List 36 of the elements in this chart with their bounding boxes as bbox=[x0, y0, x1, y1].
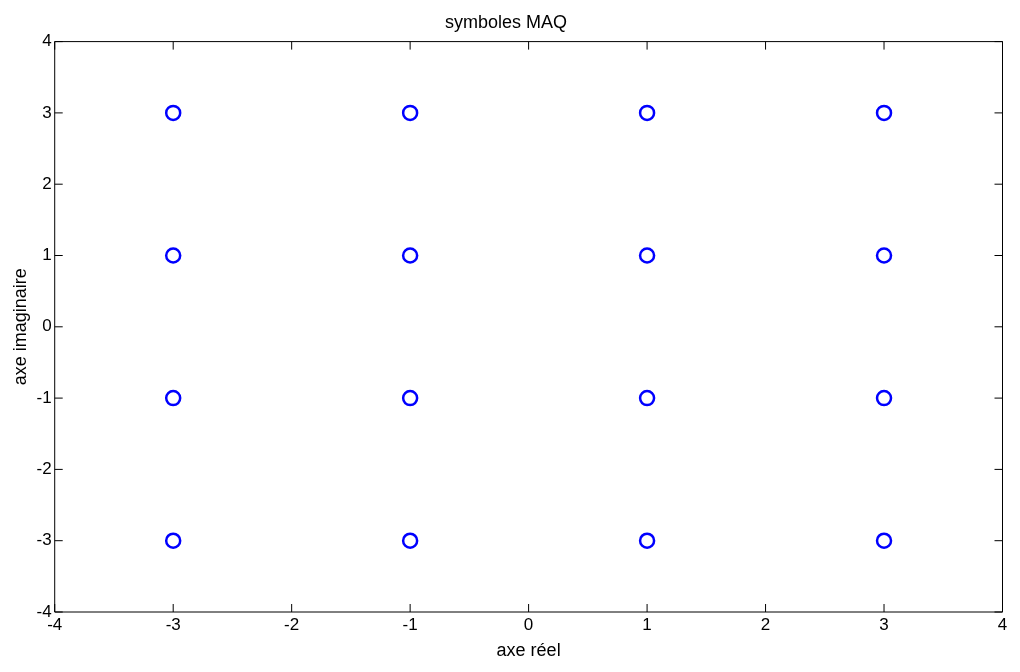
point bbox=[401, 104, 419, 122]
y-tick-label: -4 bbox=[36, 601, 52, 621]
x-tick-label: 2 bbox=[760, 614, 771, 634]
x-tick-label: -2 bbox=[284, 614, 300, 634]
point bbox=[401, 532, 419, 549]
x-tick-label: -1 bbox=[402, 614, 418, 634]
y-tick-label: -1 bbox=[36, 387, 52, 407]
point bbox=[401, 389, 419, 407]
y-tick-label: -3 bbox=[36, 530, 52, 550]
point bbox=[875, 532, 893, 549]
y-tick-label: 2 bbox=[42, 173, 52, 193]
point bbox=[875, 389, 893, 407]
point bbox=[638, 532, 656, 549]
chart-title: symboles MAQ bbox=[444, 11, 568, 32]
point bbox=[638, 104, 656, 122]
y-axis-title: axe imaginaire bbox=[9, 268, 30, 386]
x-tick-label: 3 bbox=[879, 614, 889, 634]
point bbox=[164, 532, 182, 549]
y-tick-label: -2 bbox=[36, 459, 52, 479]
point bbox=[638, 247, 656, 264]
point bbox=[638, 389, 656, 407]
y-tick-label: 4 bbox=[42, 31, 52, 51]
x-tick-label: 1 bbox=[642, 614, 652, 634]
point bbox=[401, 247, 419, 264]
x-tick-label: 0 bbox=[523, 614, 534, 634]
point bbox=[875, 104, 893, 122]
x-tick-label: -3 bbox=[165, 614, 181, 634]
y-tick-label: 3 bbox=[42, 102, 52, 122]
point bbox=[164, 389, 182, 407]
point bbox=[164, 247, 182, 264]
y-tick-label: 0 bbox=[42, 316, 52, 336]
y-tick-label: 1 bbox=[42, 245, 52, 265]
x-tick-label: 4 bbox=[997, 614, 1008, 634]
x-axis-title: axe réel bbox=[496, 640, 561, 661]
point bbox=[875, 247, 893, 264]
point bbox=[164, 104, 182, 122]
